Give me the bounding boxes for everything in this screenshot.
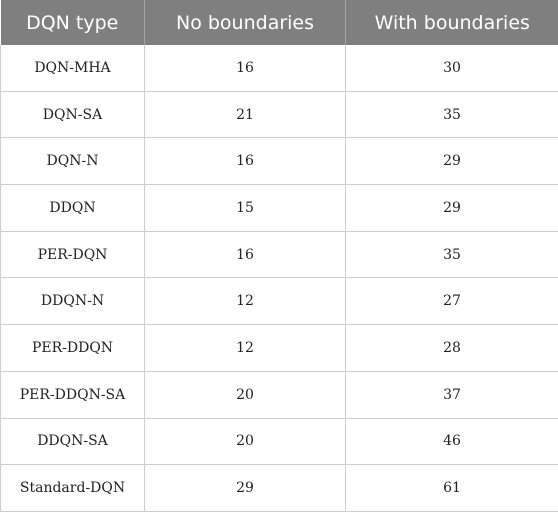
with-boundaries-cell: 29 [346,185,558,232]
no-boundaries-cell: 16 [145,231,346,278]
with-boundaries-cell: 28 [346,325,558,372]
no-boundaries-cell: 16 [145,45,346,91]
header-no-boundaries: No boundaries [145,0,346,45]
table-row: Standard-DQN 29 61 [1,465,558,512]
no-boundaries-cell: 29 [145,465,346,512]
with-boundaries-cell: 29 [346,138,558,185]
no-boundaries-cell: 21 [145,91,346,138]
table-row: DDQN 15 29 [1,185,558,232]
dqn-type-cell: DQN-N [1,138,145,185]
dqn-type-cell: DDQN [1,185,145,232]
dqn-type-cell: PER-DQN [1,231,145,278]
no-boundaries-cell: 16 [145,138,346,185]
dqn-type-cell: PER-DDQN [1,325,145,372]
with-boundaries-cell: 30 [346,45,558,91]
dqn-type-cell: DQN-SA [1,91,145,138]
no-boundaries-cell: 20 [145,418,346,465]
with-boundaries-cell: 35 [346,231,558,278]
with-boundaries-cell: 35 [346,91,558,138]
with-boundaries-cell: 27 [346,278,558,325]
dqn-type-cell: DQN-MHA [1,45,145,91]
table-row: PER-DDQN 12 28 [1,325,558,372]
table-row: DDQN-N 12 27 [1,278,558,325]
header-row: DQN type No boundaries With boundaries [1,0,558,45]
dqn-type-cell: Standard-DQN [1,465,145,512]
with-boundaries-cell: 46 [346,418,558,465]
table-row: DDQN-SA 20 46 [1,418,558,465]
header-with-boundaries: With boundaries [346,0,558,45]
table-row: DQN-N 16 29 [1,138,558,185]
no-boundaries-cell: 15 [145,185,346,232]
table-row: PER-DQN 16 35 [1,231,558,278]
table-row: DQN-SA 21 35 [1,91,558,138]
header-dqn-type: DQN type [1,0,145,45]
with-boundaries-cell: 37 [346,371,558,418]
no-boundaries-cell: 20 [145,371,346,418]
table-row: DQN-MHA 16 30 [1,45,558,91]
table-row: PER-DDQN-SA 20 37 [1,371,558,418]
dqn-type-cell: DDQN-SA [1,418,145,465]
no-boundaries-cell: 12 [145,325,346,372]
no-boundaries-cell: 12 [145,278,346,325]
with-boundaries-cell: 61 [346,465,558,512]
dqn-type-cell: DDQN-N [1,278,145,325]
dqn-type-cell: PER-DDQN-SA [1,371,145,418]
